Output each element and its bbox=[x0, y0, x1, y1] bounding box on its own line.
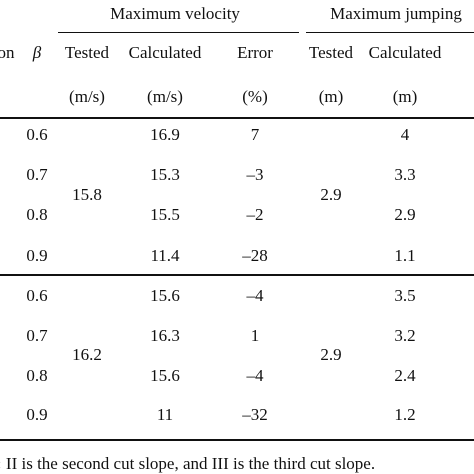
rule-under-velocity bbox=[58, 32, 299, 33]
table-cell-calc-jumping: 1.1 bbox=[394, 246, 416, 265]
unit-calculated-velocity: (m/s) bbox=[147, 87, 183, 106]
col-header-tested-velocity: Tested bbox=[64, 43, 110, 62]
table-cell-beta: 0.7 bbox=[26, 326, 48, 345]
table-cell-error: –32 bbox=[242, 405, 268, 424]
table-cell-error: –28 bbox=[242, 246, 268, 265]
col-header-error: Error bbox=[237, 43, 273, 62]
rule-table-bottom bbox=[0, 439, 474, 441]
table-cell-error: –3 bbox=[246, 165, 264, 184]
table-cell-beta: 0.7 bbox=[26, 165, 48, 184]
group-header-max-jumping: Maximum jumping bbox=[330, 4, 462, 23]
rule-under-jumping bbox=[306, 32, 474, 33]
col-header-calculated-velocity: Calculated bbox=[128, 43, 202, 62]
table-footnote: : II is the second cut slope, and III is… bbox=[0, 454, 375, 474]
table-cell-error: –4 bbox=[246, 366, 264, 385]
table-cell-beta: 0.9 bbox=[26, 405, 48, 424]
group-header-max-velocity: Maximum velocity bbox=[110, 4, 240, 23]
table-cell-beta: 0.8 bbox=[26, 205, 48, 224]
table-cell-beta: 0.6 bbox=[26, 125, 48, 144]
table-cell-tested-jumping: 2.9 bbox=[320, 345, 342, 364]
rule-header-bottom bbox=[0, 117, 474, 119]
table-cell-error: 1 bbox=[250, 326, 260, 345]
table-cell-calc-velocity: 15.6 bbox=[150, 366, 180, 385]
col-header-calculated-jumping: Calculated bbox=[368, 43, 442, 62]
footnote-text: II is the second cut slope, and III is t… bbox=[5, 454, 376, 473]
table-cell-calc-jumping: 3.2 bbox=[394, 326, 416, 345]
table-cell-calc-jumping: 1.2 bbox=[394, 405, 416, 424]
table-cell-calc-velocity: 11.4 bbox=[150, 246, 180, 265]
table-cell-error: –2 bbox=[246, 205, 264, 224]
table-cell-beta: 0.8 bbox=[26, 366, 48, 385]
table-cell-tested-jumping: 2.9 bbox=[320, 185, 342, 204]
table-cell-calc-jumping: 3.3 bbox=[394, 165, 416, 184]
col-header-beta: β bbox=[32, 43, 42, 62]
unit-tested-velocity: (m/s) bbox=[69, 87, 105, 106]
table-cell-error: 7 bbox=[250, 125, 260, 144]
unit-calculated-jumping: (m) bbox=[392, 87, 418, 106]
table-cell-beta: 0.6 bbox=[26, 286, 48, 305]
table-cell-calc-velocity: 16.3 bbox=[150, 326, 180, 345]
footnote-prefix: : bbox=[0, 454, 2, 473]
table-cell-tested-velocity: 15.8 bbox=[72, 185, 102, 204]
table-cell-calc-velocity: 11 bbox=[156, 405, 174, 424]
unit-error: (%) bbox=[242, 87, 268, 106]
table-cell-tested-velocity: 16.2 bbox=[72, 345, 102, 364]
col-header-tested-jumping: Tested bbox=[308, 43, 354, 62]
table-cell-calc-velocity: 16.9 bbox=[150, 125, 180, 144]
col-header-condition: on bbox=[0, 43, 15, 62]
table-cell-beta: 0.9 bbox=[26, 246, 48, 265]
table-cell-calc-velocity: 15.3 bbox=[150, 165, 180, 184]
table-cell-calc-jumping: 2.9 bbox=[394, 205, 416, 224]
table-cell-calc-jumping: 4 bbox=[400, 125, 410, 144]
table-cell-calc-jumping: 3.5 bbox=[394, 286, 416, 305]
table-cell-error: –4 bbox=[246, 286, 264, 305]
rule-group-separator bbox=[0, 274, 474, 276]
table-cell-calc-velocity: 15.6 bbox=[150, 286, 180, 305]
table-cell-calc-jumping: 2.4 bbox=[394, 366, 416, 385]
unit-tested-jumping: (m) bbox=[318, 87, 344, 106]
table-cell-calc-velocity: 15.5 bbox=[150, 205, 180, 224]
